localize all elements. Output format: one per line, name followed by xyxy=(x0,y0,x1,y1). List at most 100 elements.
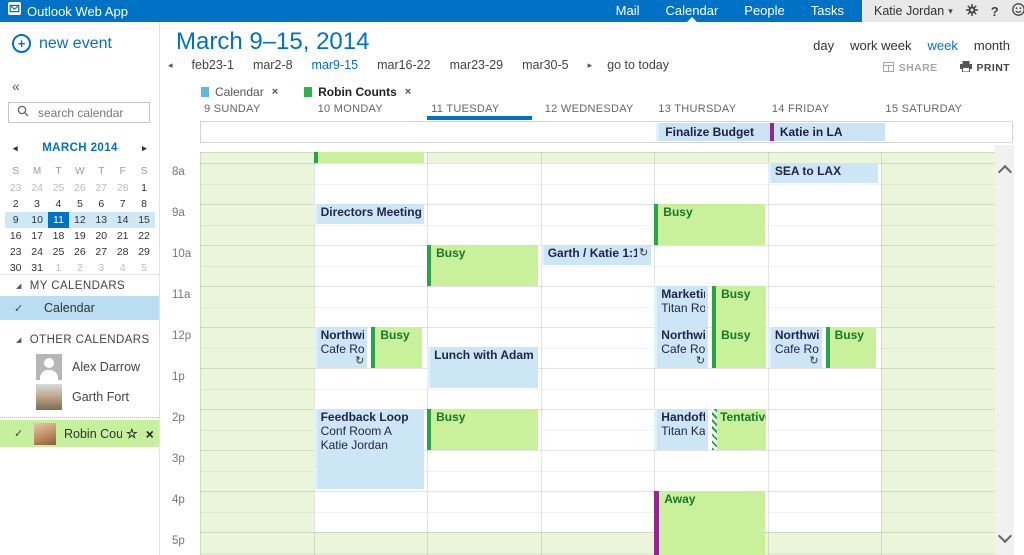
event-busy[interactable]: Busy xyxy=(825,327,877,368)
mini-calendar-day[interactable]: 28 xyxy=(116,246,129,258)
mini-calendar-day[interactable]: 4 xyxy=(55,198,62,210)
sidebar-item-garth-fort[interactable]: Garth Fort xyxy=(0,382,159,412)
day-header-2[interactable]: 11 TUESDAY xyxy=(431,103,500,115)
mini-calendar-day[interactable]: 20 xyxy=(95,230,108,242)
view-mode-work-week[interactable]: work week xyxy=(850,38,912,53)
event-away[interactable]: Away xyxy=(654,491,765,555)
my-calendars-section[interactable]: ◢ MY CALENDARS xyxy=(16,280,126,292)
mini-calendar-day[interactable]: 3 xyxy=(98,262,105,274)
top-nav-mail[interactable]: Mail xyxy=(615,3,640,18)
mini-calendar-day[interactable]: 6 xyxy=(98,198,105,210)
event-busy[interactable]: Busy xyxy=(371,327,422,368)
mini-calendar-day[interactable]: 2 xyxy=(12,198,19,210)
favorite-star-icon[interactable]: ☆ xyxy=(126,425,138,441)
mini-calendar-day[interactable]: 28 xyxy=(116,182,129,194)
event-northwin[interactable]: NorthwinCafe Robi↻ xyxy=(767,327,822,368)
day-header-4[interactable]: 13 THURSDAY xyxy=(658,103,737,115)
mini-calendar-day[interactable]: 8 xyxy=(141,198,147,210)
event-busy-tail[interactable] xyxy=(313,152,425,163)
mini-calendar-day[interactable]: 17 xyxy=(31,230,43,242)
mini-calendar-day[interactable]: 7 xyxy=(119,198,126,210)
mini-calendar-day[interactable]: 13 xyxy=(95,214,108,226)
mini-calendar-day[interactable]: 23 xyxy=(9,246,22,258)
mini-calendar-day[interactable]: 4 xyxy=(119,262,126,274)
mini-calendar-day[interactable]: 24 xyxy=(31,246,43,258)
week-tab-mar9-15[interactable]: mar9-15 xyxy=(311,58,359,72)
vertical-scrollbar[interactable] xyxy=(995,145,1014,555)
allday-event[interactable]: Finalize Budget xyxy=(656,123,780,141)
mini-calendar-day[interactable]: 9 xyxy=(12,214,19,226)
top-nav-tasks[interactable]: Tasks xyxy=(810,3,844,18)
settings-gear-icon[interactable] xyxy=(965,3,978,19)
mini-calendar-day[interactable]: 3 xyxy=(34,198,40,210)
mini-calendar-day[interactable]: 11 xyxy=(47,212,70,228)
mini-calendar-day[interactable]: 25 xyxy=(52,246,65,258)
top-nav-people[interactable]: People xyxy=(744,3,785,18)
view-mode-month[interactable]: month xyxy=(973,38,1010,53)
week-tab-mar2-8[interactable]: mar2-8 xyxy=(252,58,293,72)
other-calendars-section[interactable]: ◢ OTHER CALENDARS xyxy=(16,334,150,346)
close-icon[interactable]: × xyxy=(404,86,412,98)
search-input[interactable] xyxy=(36,104,140,121)
collapse-sidebar-button[interactable]: « xyxy=(12,78,20,94)
sidebar-item-alex-darrow[interactable]: Alex Darrow xyxy=(0,352,159,382)
top-nav-calendar[interactable]: Calendar xyxy=(666,0,718,22)
event-northwin[interactable]: NorthwinCafe Robi↻ xyxy=(654,327,709,368)
mini-calendar-day[interactable]: 27 xyxy=(95,246,108,258)
mini-calendar-day[interactable]: 26 xyxy=(74,246,86,258)
next-week-icon[interactable]: ▸ xyxy=(587,59,593,70)
day-header-1[interactable]: 10 MONDAY xyxy=(317,103,384,115)
mini-calendar-day[interactable]: 5 xyxy=(76,198,83,210)
event-busy[interactable]: Busy xyxy=(712,286,766,327)
mini-calendar-day[interactable]: 22 xyxy=(138,230,150,242)
mini-calendar-day[interactable]: 2 xyxy=(76,262,83,274)
close-icon[interactable]: × xyxy=(271,86,279,98)
mini-calendar-day[interactable]: 18 xyxy=(52,230,65,242)
event-northwin[interactable]: NorthwinCafe Robi↻ xyxy=(313,327,368,368)
week-tab-mar16-22[interactable]: mar16-22 xyxy=(377,58,431,72)
day-header-5[interactable]: 14 FRIDAY xyxy=(771,103,830,115)
prev-month-icon[interactable]: ◂ xyxy=(13,143,18,153)
mini-calendar-day[interactable]: 25 xyxy=(52,182,65,194)
event-garth-katie-1-1-ka[interactable]: Garth / Katie 1:1 Ka↻ xyxy=(540,245,652,265)
mini-calendar-day[interactable]: 23 xyxy=(9,182,22,194)
mini-calendar-day[interactable]: 10 xyxy=(31,214,43,226)
mini-calendar-day[interactable]: 5 xyxy=(141,262,147,274)
event-tentative[interactable]: Tentative xyxy=(712,409,766,450)
scroll-up-icon[interactable] xyxy=(997,164,1013,180)
event-busy[interactable]: Busy xyxy=(654,204,765,245)
mini-calendar-day[interactable]: 24 xyxy=(31,182,43,194)
sidebar-item-calendar[interactable]: ✓ Calendar xyxy=(0,296,159,320)
mini-calendar-day[interactable]: 12 xyxy=(74,214,86,226)
week-tab-mar23-29[interactable]: mar23-29 xyxy=(449,58,504,72)
event-busy[interactable]: Busy xyxy=(427,245,538,286)
prev-week-icon[interactable]: ◂ xyxy=(168,59,173,70)
user-menu[interactable]: Katie Jordan ▾ xyxy=(874,4,953,18)
event-sea-to-lax[interactable]: SEA to LAX xyxy=(767,163,879,183)
help-icon[interactable]: ? xyxy=(990,3,999,19)
mini-calendar-day[interactable]: 19 xyxy=(74,230,86,242)
day-header-3[interactable]: 12 WEDNESDAY xyxy=(544,103,634,115)
week-tab-feb23-1[interactable]: feb23-1 xyxy=(191,58,234,72)
new-event-button[interactable]: + new event xyxy=(12,34,112,53)
week-tab-mar30-5[interactable]: mar30-5 xyxy=(522,58,569,72)
event-busy[interactable]: Busy xyxy=(427,409,538,450)
event-marketin[interactable]: MarketinTitan Rob xyxy=(654,286,709,327)
event-directors-meeting[interactable]: Directors Meeting xyxy=(313,204,425,224)
mini-calendar-day[interactable]: 1 xyxy=(55,262,62,274)
day-header-0[interactable]: 9 SUNDAY xyxy=(204,103,261,115)
mini-calendar-day[interactable]: 27 xyxy=(95,182,108,194)
mini-calendar-day[interactable]: 16 xyxy=(9,230,22,242)
feedback-smiley-icon[interactable] xyxy=(1011,3,1024,19)
mini-calendar-day[interactable]: 21 xyxy=(116,230,129,242)
share-button[interactable]: SHARE xyxy=(882,61,938,75)
print-button[interactable]: PRINT xyxy=(959,61,1011,75)
mini-calendar-day[interactable]: 29 xyxy=(138,246,150,258)
event-lunch-with-adam[interactable]: Lunch with Adam xyxy=(427,347,538,388)
view-mode-week[interactable]: week xyxy=(927,38,958,53)
day-header-6[interactable]: 15 SATURDAY xyxy=(885,103,963,115)
remove-calendar-icon[interactable]: × xyxy=(145,425,154,442)
mini-calendar-day[interactable]: 14 xyxy=(116,214,129,226)
view-mode-day[interactable]: day xyxy=(813,38,835,53)
